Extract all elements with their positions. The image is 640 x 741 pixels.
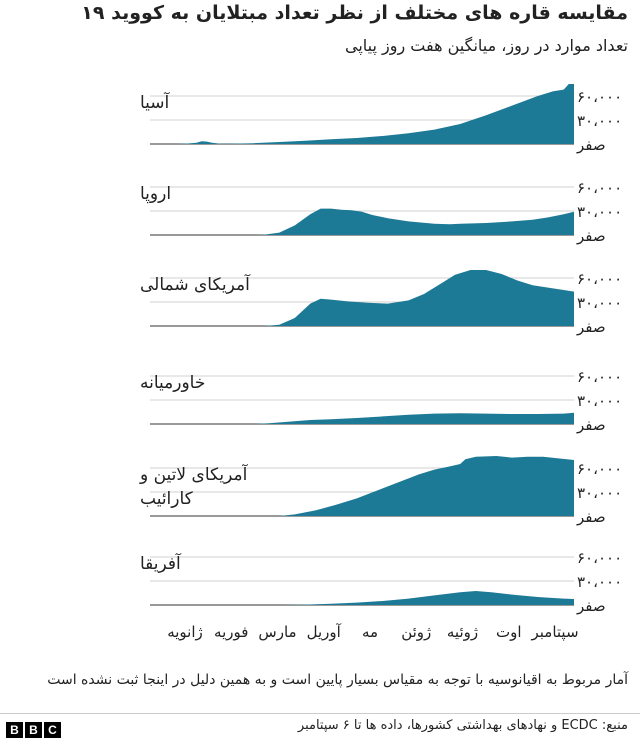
y-tick-label: صفر	[576, 318, 606, 336]
area-series	[150, 84, 574, 144]
y-tick-label: ۶۰،۰۰۰	[577, 549, 622, 567]
y-tick-label: ۶۰،۰۰۰	[577, 179, 622, 197]
x-tick-label: ژوئیه	[447, 623, 478, 641]
bbc-logo-letter: B	[6, 722, 23, 738]
small-multiples-chart: صفر ۳۰،۰۰۰ ۶۰،۰۰۰ آسیا صفر ۳۰،۰۰۰ ۶۰،۰۰۰ اروپا ص…	[139, 84, 622, 642]
area-series	[150, 412, 574, 424]
series-label: آمریکای شمالی	[140, 273, 251, 295]
y-tick-label: صفر	[576, 136, 606, 154]
x-tick-label: اوت	[496, 623, 522, 641]
x-tick-label: آوریل	[307, 623, 342, 641]
y-tick-label: ۳۰،۰۰۰	[577, 112, 622, 130]
y-tick-label: ۶۰،۰۰۰	[577, 270, 622, 288]
series-label: اروپا	[140, 184, 171, 204]
source-note: منبع: ECDC و نهادهای بهداشتی کشورها، داد…	[297, 718, 628, 733]
series-label: خاورمیانه	[140, 373, 205, 393]
series-label: کارائیب	[140, 489, 194, 509]
footnote: آمار مربوط به اقیانوسیه با توجه به مقیاس…	[47, 672, 628, 688]
series-label: آفریقا	[140, 552, 182, 574]
y-tick-label: ۳۰،۰۰۰	[577, 484, 622, 502]
series-label: آمریکای لاتین و	[139, 463, 249, 485]
chart-subtitle: تعداد موارد در روز، میانگین هفت روز پیاپ…	[344, 36, 628, 55]
y-tick-label: ۳۰،۰۰۰	[577, 294, 622, 312]
x-tick-label: مه	[362, 623, 378, 641]
y-tick-label: ۳۰،۰۰۰	[577, 573, 622, 591]
area-series	[150, 270, 574, 326]
bbc-logo: B B C	[6, 722, 61, 738]
y-tick-label: ۳۰،۰۰۰	[577, 203, 622, 221]
x-tick-label: ژوئن	[401, 623, 431, 641]
x-tick-label: ژانویه	[167, 623, 203, 641]
series-label: آسیا	[140, 91, 171, 113]
x-tick-label: فوریه	[214, 623, 248, 641]
y-tick-label: صفر	[576, 597, 606, 615]
y-tick-label: صفر	[576, 227, 606, 245]
bbc-logo-letter: C	[44, 722, 61, 738]
x-tick-label: مارس	[258, 623, 296, 641]
y-tick-label: ۶۰،۰۰۰	[577, 368, 622, 386]
footer-divider	[0, 713, 640, 714]
bbc-logo-letter: B	[25, 722, 42, 738]
chart-title: مقایسه قاره های مختلف از نظر تعداد مبتلا…	[81, 2, 628, 24]
area-series	[150, 456, 574, 516]
y-tick-label: ۶۰،۰۰۰	[577, 88, 622, 106]
y-tick-label: ۶۰،۰۰۰	[577, 460, 622, 478]
y-tick-label: صفر	[576, 416, 606, 434]
y-tick-label: صفر	[576, 508, 606, 526]
y-tick-label: ۳۰،۰۰۰	[577, 392, 622, 410]
area-series	[150, 208, 574, 235]
area-series	[150, 591, 574, 605]
x-tick-label: سپتامبر	[530, 623, 578, 642]
